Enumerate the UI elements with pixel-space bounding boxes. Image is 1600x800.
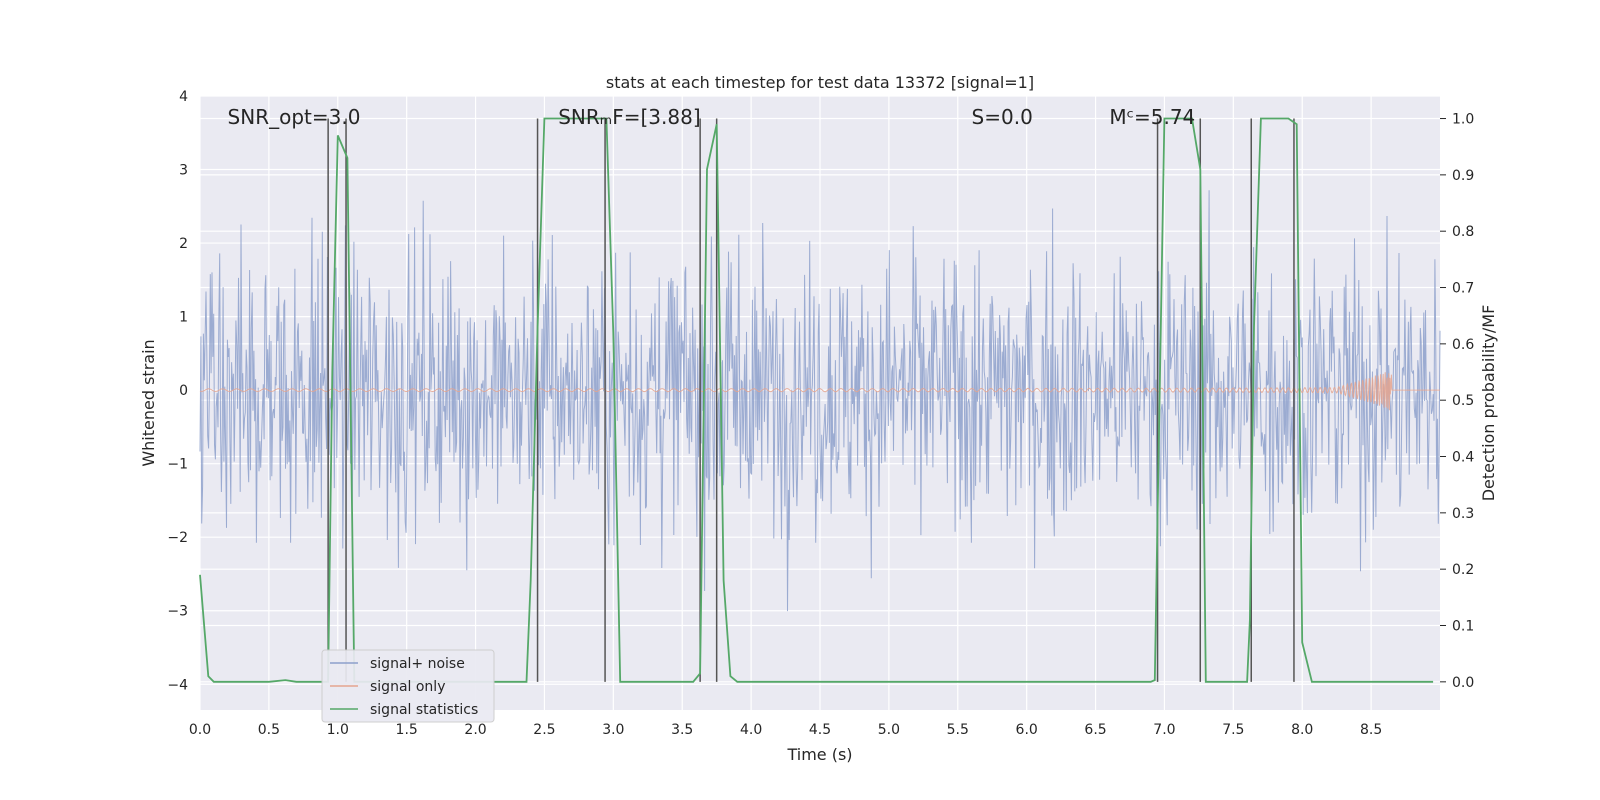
- noise-line: [199, 190, 1441, 612]
- y-right-tick-label-4: 0.6: [1452, 337, 1474, 353]
- y-tick-label-3: 1: [179, 310, 188, 326]
- y-tick-label-6: −2: [167, 530, 188, 546]
- x-tick-label-14: 7.0: [1153, 722, 1175, 738]
- chirp-line: [199, 372, 1440, 411]
- x-tick-label-12: 6.0: [1016, 722, 1038, 738]
- series-signal-only: [199, 372, 1440, 411]
- y-axis-label: Whitened strain: [139, 339, 158, 466]
- y-tick-label-5: −1: [167, 457, 188, 473]
- series-signal-noise: [199, 190, 1441, 612]
- x-tick-label-4: 2.0: [464, 722, 486, 738]
- y-axis-right-ticks: 1.0 0.9 0.8 0.7 0.6 0.5 0.4 0.3 0.2 0.1 0.0: [1440, 112, 1474, 691]
- y-tick-label-7: −3: [167, 604, 188, 620]
- annotation-3: Mᶜ=5.74: [1109, 105, 1195, 129]
- y-axis-ticks: 4 3 2 1 0 −1 −2 −3 −4: [167, 89, 188, 693]
- x-tick-label-10: 5.0: [878, 722, 900, 738]
- y-tick-label-0: 4: [179, 89, 188, 105]
- y-right-tick-label-6: 0.4: [1452, 450, 1474, 466]
- legend-label-signal-noise: signal+ noise: [370, 656, 465, 672]
- x-tick-label-13: 6.5: [1084, 722, 1106, 738]
- x-tick-label-11: 5.5: [947, 722, 969, 738]
- detection-vlines: [327, 118, 1295, 682]
- x-tick-label-16: 8.0: [1291, 722, 1313, 738]
- y-right-tick-label-1: 0.9: [1452, 168, 1474, 184]
- x-tick-label-3: 1.5: [396, 722, 418, 738]
- x-tick-label-5: 2.5: [533, 722, 555, 738]
- y-tick-label-2: 2: [179, 236, 188, 252]
- x-tick-label-8: 4.0: [740, 722, 762, 738]
- x-tick-label-0: 0.0: [189, 722, 211, 738]
- y-right-tick-label-9: 0.1: [1452, 619, 1474, 635]
- y-right-tick-label-5: 0.5: [1452, 393, 1474, 409]
- x-axis-label: Time (s): [786, 745, 852, 764]
- x-tick-label-7: 3.5: [671, 722, 693, 738]
- legend: signal+ noise signal only signal statist…: [321, 649, 495, 723]
- annotation-0: SNR_opt=3.0: [228, 105, 361, 129]
- x-axis-ticks: 0.0 0.5 1.0 1.5 2.0 2.5 3.0 3.5 4.0 4.5 5.0 5.5 6.0 6…: [189, 722, 1382, 738]
- y-right-tick-label-3: 0.7: [1452, 281, 1474, 297]
- annotations: SNR_opt=3.0 SNRₘF=[3.88] S=0.0 Mᶜ=5.74: [228, 105, 1196, 129]
- y-axis-right-label: Detection probability/MF: [1479, 305, 1498, 502]
- legend-label-signal-statistics: signal statistics: [370, 702, 478, 718]
- x-tick-label-15: 7.5: [1222, 722, 1244, 738]
- y-tick-label-4: 0: [179, 383, 188, 399]
- y-tick-label-8: −4: [167, 677, 188, 693]
- y-right-tick-label-7: 0.3: [1452, 506, 1474, 522]
- y-right-tick-label-0: 1.0: [1452, 112, 1474, 128]
- x-tick-label-1: 0.5: [258, 722, 280, 738]
- annotation-1: SNRₘF=[3.88]: [558, 105, 700, 129]
- y-right-tick-label-10: 0.0: [1452, 675, 1474, 691]
- chart-title: stats at each timestep for test data 133…: [606, 73, 1034, 92]
- x-tick-label-6: 3.0: [602, 722, 624, 738]
- x-tick-label-2: 1.0: [327, 722, 349, 738]
- y-tick-label-1: 3: [179, 163, 188, 179]
- x-tick-label-9: 4.5: [809, 722, 831, 738]
- legend-label-signal-only: signal only: [370, 679, 445, 695]
- legend-box: [321, 649, 495, 723]
- y-right-tick-label-8: 0.2: [1452, 562, 1474, 578]
- x-tick-label-17: 8.5: [1360, 722, 1382, 738]
- y-right-tick-label-2: 0.8: [1452, 224, 1474, 240]
- annotation-2: S=0.0: [972, 105, 1033, 129]
